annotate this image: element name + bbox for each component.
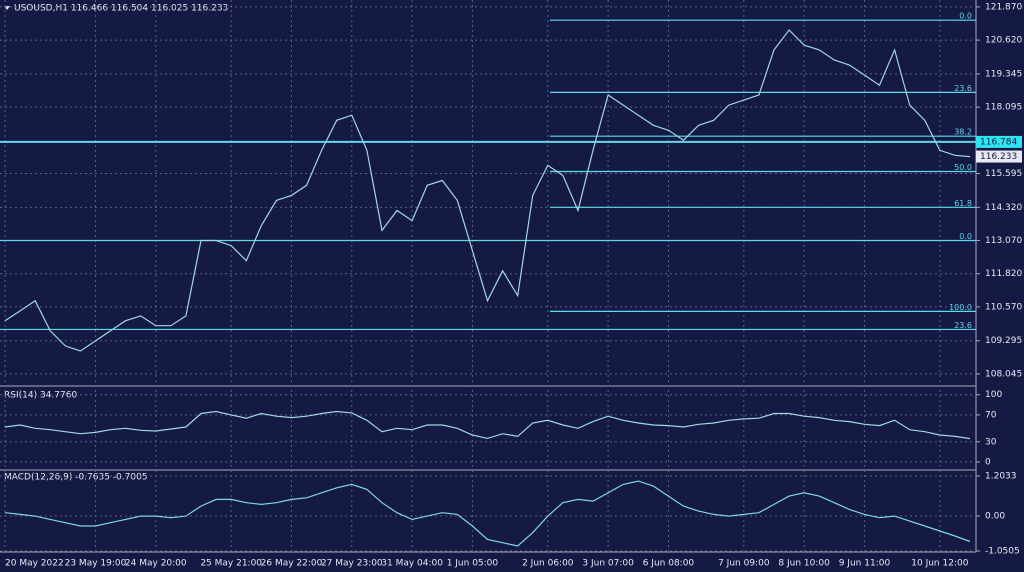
x-tick-label: 8 Jun 10:00 <box>778 559 830 569</box>
y-tick-label: 0.00 <box>985 512 1005 522</box>
fib-label: 23.6 <box>954 84 972 93</box>
level-label: 23.6 <box>954 321 972 330</box>
series-line <box>4 29 971 352</box>
y-tick-label: 115.595 <box>985 169 1022 179</box>
x-tick-label: 10 Jun 12:00 <box>911 559 968 569</box>
x-tick-label: 20 May 2022 <box>5 559 64 569</box>
x-tick-label: 9 Jun 11:00 <box>839 559 891 569</box>
fib-label: 0.0 <box>959 12 972 21</box>
x-tick-label: 7 Jun 09:00 <box>718 559 770 569</box>
y-tick-label: 100 <box>985 390 1002 400</box>
y-tick-label: 0 <box>985 457 991 467</box>
fib-label: 38.2 <box>954 128 972 137</box>
y-tick-label: 120.620 <box>985 36 1022 46</box>
series-line <box>4 410 971 440</box>
x-tick-label: 2 Jun 06:00 <box>522 559 574 569</box>
x-tick-label: 27 May 23:00 <box>321 559 383 569</box>
y-tick-label: 111.820 <box>985 269 1022 279</box>
fib-label: 50.0 <box>954 163 972 172</box>
y-tick-label: 113.070 <box>985 236 1022 246</box>
y-tick-label: 114.320 <box>985 203 1022 213</box>
y-tick-label: 109.295 <box>985 336 1022 346</box>
x-tick-label: 24 May 20:00 <box>125 559 187 569</box>
y-tick-label: 1.2033 <box>985 472 1017 482</box>
chart-title: USOUSD,H1 116.466 116.504 116.025 116.23… <box>14 4 228 14</box>
fib-label: 61.8 <box>954 199 972 208</box>
series-line <box>4 480 971 547</box>
x-tick-label: 1 Jun 05:00 <box>447 559 499 569</box>
price-tag <box>976 150 1022 163</box>
price-tag-label: 116.233 <box>980 152 1017 162</box>
x-tick-label: 25 May 21:00 <box>200 559 262 569</box>
level-label: 0.0 <box>959 232 972 241</box>
x-tick-label: 23 May 19:00 <box>65 559 127 569</box>
fib-label: 100.0 <box>949 303 972 312</box>
price-tag-label: 116.784 <box>980 137 1017 147</box>
macd-title: MACD(12,26,9) -0.7635 -0.7005 <box>4 473 148 483</box>
y-tick-label: 121.870 <box>985 2 1022 12</box>
rsi-title: RSI(14) 34.7760 <box>4 391 77 401</box>
y-tick-label: 70 <box>985 410 997 420</box>
y-tick-label: 118.095 <box>985 103 1022 113</box>
x-tick-label: 31 May 04:00 <box>381 559 443 569</box>
x-tick-label: 3 Jun 07:00 <box>582 559 634 569</box>
y-tick-label: 110.570 <box>985 302 1022 312</box>
x-tick-label: 26 May 22:00 <box>261 559 323 569</box>
x-tick-label: 6 Jun 08:00 <box>643 559 695 569</box>
y-tick-label: 119.345 <box>985 69 1022 79</box>
price-tag <box>976 135 1022 148</box>
y-tick-label: -1.0505 <box>985 547 1020 557</box>
y-tick-label: 108.045 <box>985 369 1022 379</box>
y-tick-label: 30 <box>985 437 997 447</box>
